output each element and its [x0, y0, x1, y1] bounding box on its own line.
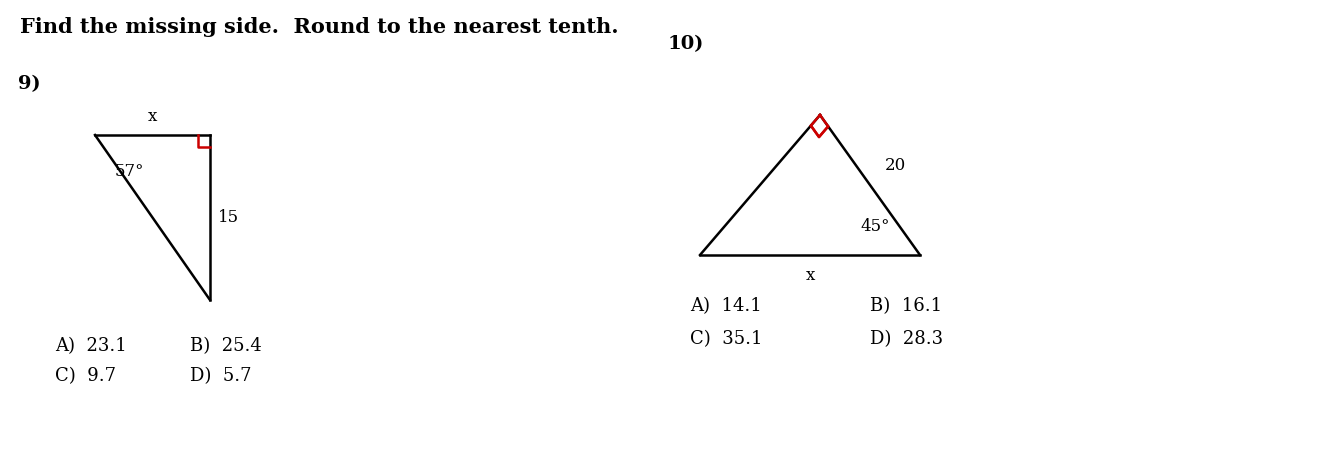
Text: x: x [805, 267, 815, 284]
Text: 15: 15 [218, 209, 240, 227]
Text: A)  14.1: A) 14.1 [689, 297, 761, 315]
Text: 45°: 45° [860, 218, 889, 235]
Text: D)  5.7: D) 5.7 [190, 367, 252, 385]
Text: B)  25.4: B) 25.4 [190, 337, 262, 355]
Text: 9): 9) [19, 75, 41, 93]
Text: D)  28.3: D) 28.3 [870, 330, 944, 348]
Text: 57°: 57° [114, 163, 145, 180]
Text: Find the missing side.  Round to the nearest tenth.: Find the missing side. Round to the near… [20, 17, 619, 37]
Text: B)  16.1: B) 16.1 [870, 297, 942, 315]
Text: C)  35.1: C) 35.1 [689, 330, 763, 348]
Text: x: x [148, 108, 157, 125]
Text: 10): 10) [668, 35, 704, 53]
Text: C)  9.7: C) 9.7 [55, 367, 116, 385]
Text: A)  23.1: A) 23.1 [55, 337, 126, 355]
Text: 20: 20 [885, 157, 906, 173]
